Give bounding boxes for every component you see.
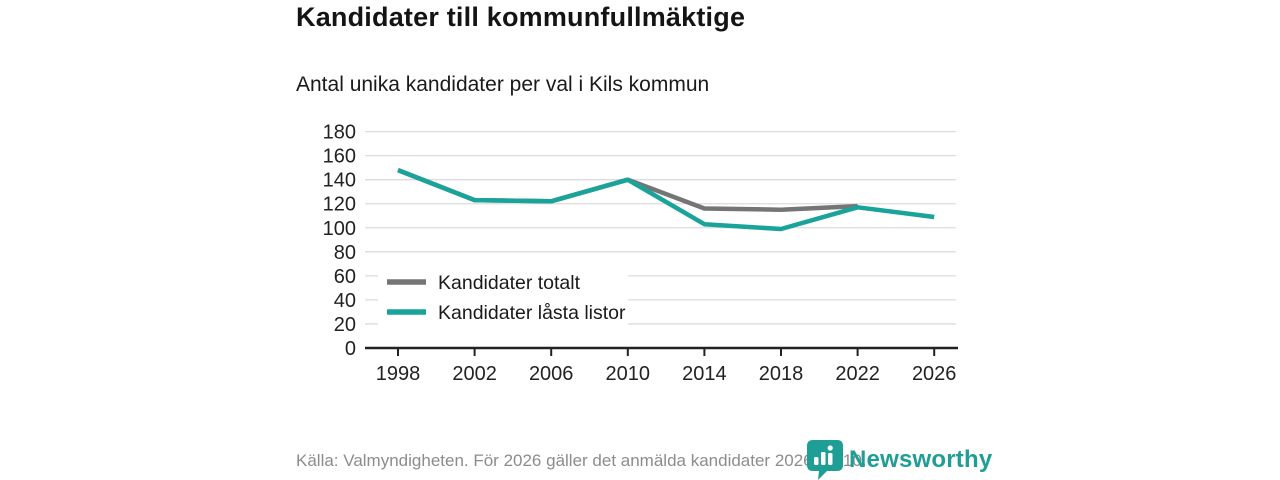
- chart-label: 2014: [682, 363, 727, 385]
- logo-bar-3: [828, 453, 833, 465]
- legend-background: [378, 263, 628, 335]
- line-chart: 0 20 40 60 80 100 120 140 160 180 1998 2002 2006 2010…: [290, 110, 970, 400]
- chart-label: 2022: [835, 363, 880, 385]
- chart-label: 40: [334, 290, 356, 312]
- chart-label: 2018: [759, 363, 804, 385]
- chart-label: 80: [334, 242, 356, 264]
- chart-label: 20: [334, 314, 356, 336]
- chart-label: 160: [323, 146, 356, 168]
- series-lines: [397, 168, 935, 232]
- logo-dot: [827, 445, 833, 451]
- page-subtitle: Antal unika kandidater per val i Kils ko…: [296, 73, 710, 96]
- newsworthy-logo: Newsworthy: [806, 439, 992, 480]
- x-axis: 1998 2002 2006 2010 2014 2018 2022 2026: [365, 346, 958, 385]
- chart-label: 100: [323, 218, 356, 240]
- chart-label: 60: [334, 266, 356, 288]
- chart-label: 2006: [529, 363, 574, 385]
- chart-label: 2010: [606, 363, 651, 385]
- newsworthy-logo-icon: [807, 440, 843, 480]
- chart-label: 2002: [452, 363, 497, 385]
- chart-label: 2026: [912, 363, 957, 385]
- page-title: Kandidater till kommunfullmäktige: [296, 2, 746, 32]
- source-note: Källa: Valmyndigheten. För 2026 gäller d…: [296, 451, 867, 470]
- chart-label: 0: [345, 338, 356, 360]
- legend: Kandidater totalt Kandidater låsta listor: [378, 263, 628, 335]
- newsworthy-logo-text: Newsworthy: [849, 445, 993, 473]
- logo-bar-2: [821, 452, 826, 465]
- chart-label: 120: [323, 194, 356, 216]
- chart-label: Kandidater totalt: [438, 272, 581, 294]
- logo-bar-1: [814, 457, 819, 465]
- chart-label: 180: [323, 122, 356, 144]
- chart-label: 140: [323, 170, 356, 192]
- series-line-kandidater-l-sta-listor: [397, 168, 935, 232]
- chart-label: Kandidater låsta listor: [438, 302, 626, 324]
- chart-label: 1998: [376, 363, 421, 385]
